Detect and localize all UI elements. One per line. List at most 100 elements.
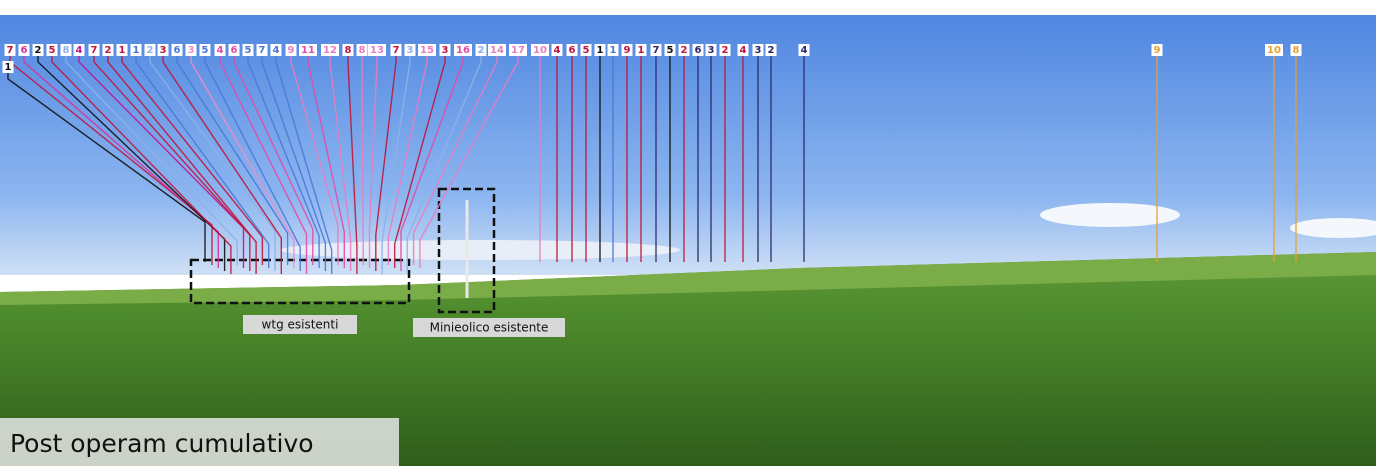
pointer-line: [261, 56, 327, 271]
pointer-line: [275, 56, 333, 274]
tag-box: [607, 44, 619, 56]
tag-box: [171, 44, 183, 56]
tag-box: [157, 44, 169, 56]
turbine-tag: 4: [76, 45, 83, 56]
title: Post operam cumulativo: [10, 429, 314, 458]
pointer-line: [329, 56, 352, 271]
pointer-line: [107, 56, 257, 274]
caption-box: [243, 315, 357, 334]
turbine-tag: 4: [273, 45, 280, 56]
turbine-tag: 8: [359, 45, 366, 56]
tag-box: [144, 44, 156, 56]
mini-box: [437, 187, 496, 314]
tag-box: [242, 44, 254, 56]
pointer-line: [162, 56, 282, 274]
pointer-line: [419, 56, 519, 268]
pointer-line: [361, 56, 364, 265]
tag-box: [4, 44, 16, 56]
tag-box: [475, 44, 487, 56]
pointer-line: [23, 56, 220, 268]
field: [0, 252, 1376, 466]
turbine-tag: 3: [160, 45, 167, 56]
pointer-line: [394, 56, 446, 268]
tag-box: [356, 44, 368, 56]
pointer-line: [190, 56, 295, 268]
turbine-tag: 6: [174, 45, 181, 56]
turbine-tag: 7: [393, 45, 400, 56]
tag-box: [719, 44, 731, 56]
tag-box: [551, 44, 563, 56]
pointer-line: [307, 56, 345, 268]
turbine-tag: 7: [7, 45, 14, 56]
far-field: [0, 252, 1376, 305]
tag-box: [418, 44, 436, 56]
turbine-tag: 1: [119, 45, 126, 56]
turbine-tag: 5: [583, 45, 590, 56]
pointer-line: [219, 56, 308, 274]
cloud: [1290, 218, 1376, 238]
turbine-tag: 17: [511, 45, 525, 56]
tag-box: [650, 44, 662, 56]
pointer-line: [247, 56, 320, 268]
tag-box: [73, 44, 85, 56]
turbine-tag: 8: [1293, 45, 1300, 56]
tag-box: [531, 44, 549, 56]
tag-box: [368, 44, 386, 56]
tag-box: [509, 44, 527, 56]
turbine-tag: 10: [1267, 45, 1281, 56]
turbine-tag: 10: [533, 45, 547, 56]
turbine-tag: 1: [610, 45, 617, 56]
tag-box: [594, 44, 606, 56]
turbine-tag: 9: [624, 45, 631, 56]
pointer-line: [375, 56, 397, 271]
tag-box: [737, 44, 749, 56]
pointer-line: [37, 56, 226, 271]
pointer-line: [9, 56, 213, 265]
turbine-tag: 2: [35, 45, 42, 56]
tag-box: [705, 44, 717, 56]
pointer-line: [121, 56, 264, 265]
turbine-tag: 4: [801, 45, 808, 56]
pointer-line: [290, 56, 339, 265]
tag-box: [32, 44, 44, 56]
tag-box: [390, 44, 402, 56]
pointer-line: [65, 56, 238, 265]
turbine-tag: 12: [323, 45, 337, 56]
tag-box: [678, 44, 690, 56]
turbine-tag: 1: [133, 45, 140, 56]
pointer-line: [233, 56, 314, 265]
pointer-line: [7, 73, 206, 262]
tag-box: [185, 44, 197, 56]
tag-box: [664, 44, 676, 56]
turbine-tag: 4: [554, 45, 561, 56]
turbine-tag: 5: [667, 45, 674, 56]
cloud: [1040, 203, 1180, 227]
turbine-tag: 14: [490, 45, 504, 56]
pointer-line: [406, 56, 482, 274]
tag-box: [256, 44, 268, 56]
tag-box: [88, 44, 100, 56]
tag-box: [580, 44, 592, 56]
turbine-tag: 3: [755, 45, 762, 56]
tag-box: [102, 44, 114, 56]
turbine-tag: 6: [21, 45, 28, 56]
tag-box: [765, 44, 777, 56]
turbine-tag: 2: [681, 45, 688, 56]
pointer-line: [135, 56, 270, 268]
turbine-tag: 2: [147, 45, 154, 56]
turbine-tag: 9: [288, 45, 295, 56]
turbine-tag: 7: [91, 45, 98, 56]
tag-box: [454, 44, 472, 56]
pointer-line: [149, 56, 276, 271]
turbine-tag: 16: [456, 45, 470, 56]
turbine-tag: 15: [420, 45, 434, 56]
turbine-tag: 4: [740, 45, 747, 56]
tag-box: [18, 44, 30, 56]
caption: Minieolico esistente: [430, 321, 549, 335]
tag-box: [621, 44, 633, 56]
tag-box: [199, 44, 211, 56]
tag-box: [270, 44, 282, 56]
turbine-tag: 1: [597, 45, 604, 56]
